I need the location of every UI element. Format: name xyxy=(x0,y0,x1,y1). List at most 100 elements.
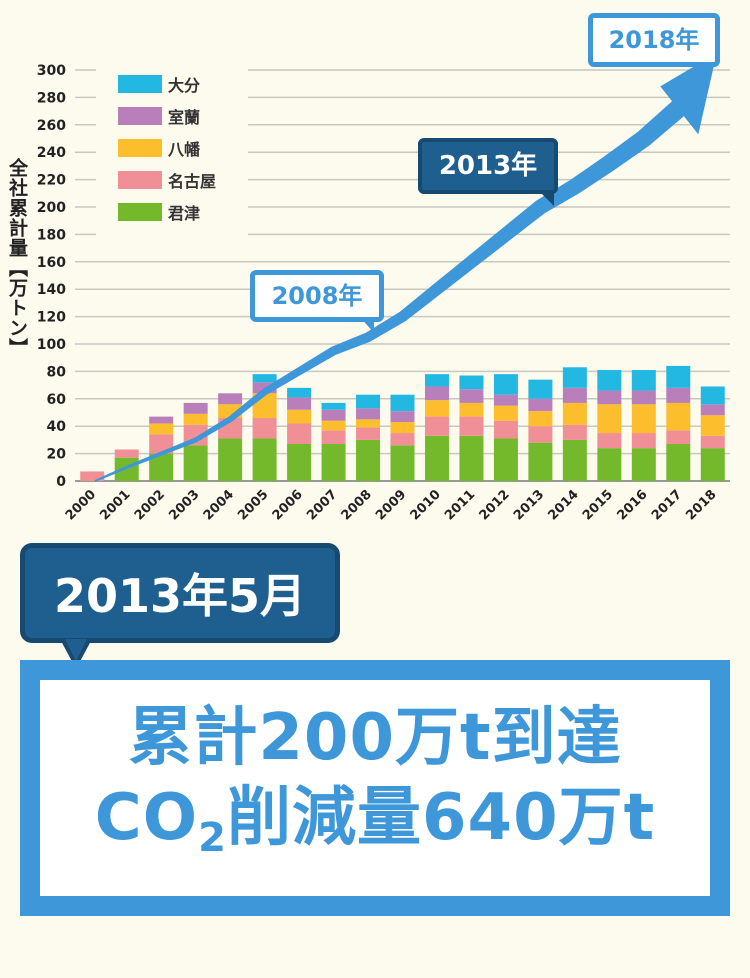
callout-2018: 2018年 xyxy=(588,13,720,67)
bar-segment xyxy=(666,365,691,388)
y-tick-label: 240 xyxy=(37,145,66,161)
bar-segment xyxy=(321,420,346,431)
bar-segment xyxy=(597,404,622,434)
bar-stack-2017 xyxy=(666,365,691,481)
bar-segment xyxy=(218,393,243,405)
y-axis-ticks: 0 20 40 60 80 100 120 140 160 180 200 220 240 260 280 3… xyxy=(37,63,66,490)
bar-segment xyxy=(631,448,656,481)
legend-label-kimitsu: 君津 xyxy=(168,204,201,223)
y-tick-label: 160 xyxy=(37,255,66,271)
result-line-co2: CO2削減量640万t xyxy=(95,778,655,878)
bar-segment xyxy=(252,374,277,383)
bar-segment xyxy=(287,423,312,445)
bar-stack-2011 xyxy=(459,375,484,481)
x-tick-label: 2008 xyxy=(339,487,375,523)
bar-segment xyxy=(80,471,105,481)
y-tick-label: 280 xyxy=(37,90,66,106)
x-tick-label: 2003 xyxy=(166,487,202,523)
bar-segment xyxy=(631,390,656,405)
bar-segment xyxy=(424,386,449,401)
bar-segment xyxy=(218,438,243,481)
bar-segment xyxy=(390,445,415,481)
bar-stack-2010 xyxy=(424,374,449,481)
bar-segment xyxy=(390,411,415,423)
result-box: 累計200万t到達 CO2削減量640万t xyxy=(20,660,730,916)
bar-segment xyxy=(666,430,691,445)
bar-segment xyxy=(666,444,691,481)
bar-segment xyxy=(666,402,691,431)
bar-segment xyxy=(562,402,587,425)
bar-segment xyxy=(424,416,449,436)
y-tick-label: 180 xyxy=(37,227,66,243)
legend-swatch-nagoya xyxy=(118,171,162,189)
bar-stack-2009 xyxy=(390,394,415,481)
bar-segment xyxy=(287,444,312,481)
x-tick-label: 2016 xyxy=(614,487,650,523)
bar-stack-2000 xyxy=(80,471,105,481)
callout-2018-tail xyxy=(696,62,710,76)
y-tick-label: 100 xyxy=(37,337,66,353)
legend-item-kimitsu: 君津 xyxy=(118,200,200,224)
bar-segment xyxy=(287,397,312,410)
bar-stack-2007 xyxy=(321,402,346,481)
bar-stack-2016 xyxy=(631,370,656,481)
co2-suffix: 削減量640万t xyxy=(227,781,656,855)
x-axis-ticks: 2000200120022003200420052006200720082009… xyxy=(63,487,720,523)
bar-stack-2005 xyxy=(252,374,277,481)
legend-item-yawata: 八幡 xyxy=(118,136,200,160)
bar-segment xyxy=(562,367,587,388)
bar-segment xyxy=(149,423,174,435)
x-tick-label: 2007 xyxy=(304,487,340,523)
bar-segment xyxy=(287,409,312,424)
bar-segment xyxy=(528,426,553,443)
co2-subscript: 2 xyxy=(198,815,228,861)
legend: 大分 室蘭 八幡 名古屋 君津 xyxy=(96,48,248,248)
bar-stack-2004 xyxy=(218,393,243,481)
x-tick-label: 2006 xyxy=(270,487,306,523)
legend-label-yawata: 八幡 xyxy=(168,140,201,159)
bar-segment xyxy=(700,435,725,449)
bar-segment xyxy=(252,438,277,481)
x-tick-label: 2015 xyxy=(580,487,616,523)
legend-item-muroran: 室蘭 xyxy=(118,104,200,128)
bar-segment xyxy=(459,435,484,481)
bar-stack-2003 xyxy=(183,402,208,481)
legend-item-oita: 大分 xyxy=(118,72,200,96)
bar-segment xyxy=(631,404,656,434)
co2-prefix: CO xyxy=(94,781,199,855)
legend-swatch-kimitsu xyxy=(118,203,162,221)
bar-segment xyxy=(493,394,518,406)
bar-stack-2013 xyxy=(528,379,553,481)
x-tick-label: 2004 xyxy=(201,487,237,523)
legend-swatch-yawata xyxy=(118,139,162,157)
legend-swatch-muroran xyxy=(118,107,162,125)
bar-segment xyxy=(183,413,208,425)
bar-segment xyxy=(183,445,208,481)
bar-segment xyxy=(114,457,139,481)
x-tick-label: 2011 xyxy=(442,487,478,523)
date-bubble-tail-inner xyxy=(65,639,87,661)
bar-segment xyxy=(666,387,691,403)
bar-segment xyxy=(700,404,725,416)
bar-segment xyxy=(321,444,346,481)
bar-segment xyxy=(493,374,518,395)
y-tick-label: 20 xyxy=(47,447,67,463)
bar-segment xyxy=(562,387,587,403)
x-tick-label: 2013 xyxy=(511,487,547,523)
bar-segment xyxy=(390,394,415,412)
result-inner: 累計200万t到達 CO2削減量640万t xyxy=(40,680,710,896)
callout-2013-tail xyxy=(538,190,554,206)
y-tick-label: 60 xyxy=(47,392,67,408)
bar-segment xyxy=(252,382,277,394)
bar-segment xyxy=(528,411,553,427)
y-tick-label: 300 xyxy=(37,63,66,79)
bar-stack-2014 xyxy=(562,367,587,481)
y-tick-label: 200 xyxy=(37,200,66,216)
bar-segment xyxy=(597,370,622,391)
bar-segment xyxy=(631,433,656,449)
bar-segment xyxy=(183,402,208,414)
date-bubble: 2013年5月 xyxy=(20,543,340,643)
y-tick-label: 260 xyxy=(37,118,66,134)
bar-segment xyxy=(493,438,518,481)
stacked-bar-chart: 0 20 40 60 80 100 120 140 160 180 200 220 240 260 280 3… xyxy=(37,52,730,523)
